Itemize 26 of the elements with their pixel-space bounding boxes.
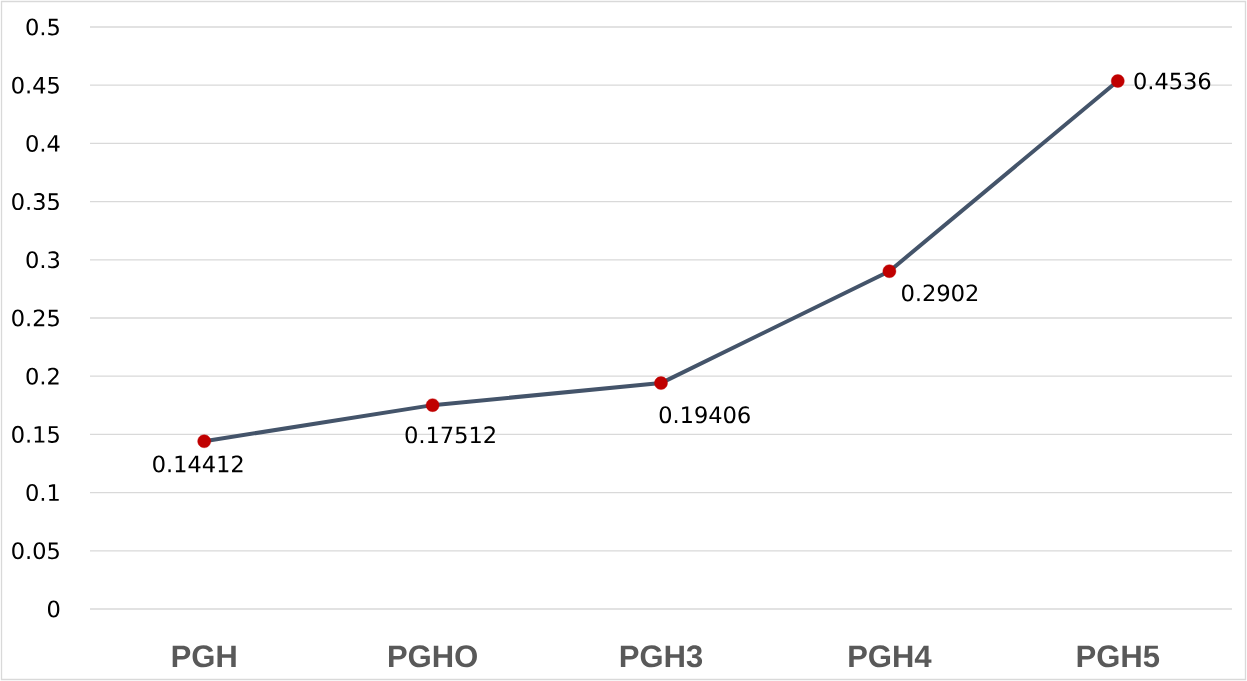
y-tick-label: 0.45 xyxy=(12,76,59,94)
y-tick-label: 0.5 xyxy=(26,18,59,36)
point xyxy=(425,398,440,412)
x-tick-label: PGH xyxy=(172,645,236,668)
y-tick-label: 0.2 xyxy=(26,367,59,385)
y-tick-label: 0.3 xyxy=(26,251,60,269)
x-tick-label: PGH3 xyxy=(620,645,703,668)
y-tick-label: 0.1 xyxy=(26,484,59,502)
point xyxy=(1111,74,1125,88)
data-label: 0.17512 xyxy=(405,426,495,444)
y-tick-label: 0.05 xyxy=(12,542,59,560)
y-tick-label: 0.25 xyxy=(12,309,59,327)
data-label: 0.2902 xyxy=(902,284,978,302)
data-label: 0.19406 xyxy=(659,406,750,424)
y-tick-label: 0.35 xyxy=(12,193,59,211)
point xyxy=(882,264,897,278)
x-tick-label: PGH4 xyxy=(849,645,932,668)
x-tick-label: PGH5 xyxy=(1077,645,1160,668)
data-label: 0.14412 xyxy=(153,455,243,473)
x-tick-label: PGHO xyxy=(389,645,477,668)
point xyxy=(197,434,211,448)
point xyxy=(654,376,668,390)
y-tick-label: 0.4 xyxy=(26,134,60,152)
data-label: 0.4536 xyxy=(1134,72,1211,90)
y-tick-label: 0.15 xyxy=(12,425,59,443)
y-tick-label: 0 xyxy=(47,600,60,618)
